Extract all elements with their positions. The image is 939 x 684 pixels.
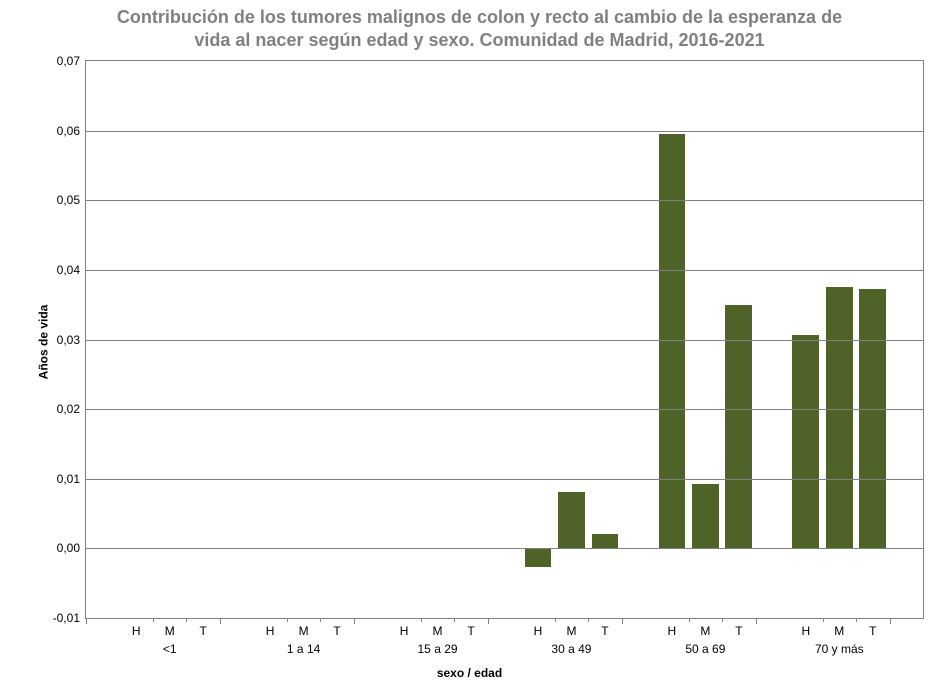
bar: [558, 492, 585, 548]
chart-title-line: vida al nacer según edad y sexo. Comunid…: [40, 29, 919, 52]
gridline: [86, 548, 923, 549]
x-group-label: 15 a 29: [418, 642, 458, 656]
x-sub-label: H: [534, 624, 543, 638]
x-sub-label: T: [333, 624, 340, 638]
x-sub-label: T: [200, 624, 207, 638]
x-major-tick: [756, 618, 757, 624]
x-sub-label: T: [467, 624, 474, 638]
chart-title-line: Contribución de los tumores malignos de …: [40, 6, 919, 29]
y-tick-label: 0,04: [57, 263, 80, 277]
plot-area: -0,010,000,010,020,030,040,050,060,07<1H…: [85, 60, 924, 619]
x-sub-label: M: [834, 624, 844, 638]
y-axis-label: Años de vida: [36, 305, 50, 380]
x-minor-tick: [588, 618, 589, 622]
bar: [692, 484, 719, 548]
x-sub-label: M: [566, 624, 576, 638]
y-tick-label: 0,05: [57, 193, 80, 207]
bar: [792, 335, 819, 549]
x-minor-tick: [856, 618, 857, 622]
bar: [525, 548, 552, 567]
x-minor-tick: [722, 618, 723, 622]
gridline: [86, 270, 923, 271]
x-minor-tick: [454, 618, 455, 622]
y-tick-label: -0,01: [53, 611, 80, 625]
gridline: [86, 479, 923, 480]
bar: [826, 287, 853, 549]
x-minor-tick: [823, 618, 824, 622]
x-minor-tick: [421, 618, 422, 622]
x-sub-label: H: [132, 624, 141, 638]
x-major-tick: [86, 618, 87, 624]
x-group-label: 70 y más: [815, 642, 864, 656]
bar: [725, 305, 752, 549]
bar: [592, 534, 619, 549]
x-axis-label: sexo / edad: [0, 666, 939, 680]
chart-container: Contribución de los tumores malignos de …: [0, 0, 939, 684]
x-sub-label: H: [801, 624, 810, 638]
bar: [859, 289, 886, 549]
x-minor-tick: [153, 618, 154, 622]
x-group-label: 50 a 69: [685, 642, 725, 656]
x-group-label: <1: [163, 642, 177, 656]
x-sub-label: H: [400, 624, 409, 638]
x-minor-tick: [320, 618, 321, 622]
x-sub-label: T: [869, 624, 876, 638]
x-sub-label: H: [668, 624, 677, 638]
x-minor-tick: [186, 618, 187, 622]
x-sub-label: M: [433, 624, 443, 638]
y-tick-label: 0,07: [57, 54, 80, 68]
y-tick-label: 0,03: [57, 333, 80, 347]
gridline: [86, 340, 923, 341]
x-sub-label: T: [601, 624, 608, 638]
x-minor-tick: [287, 618, 288, 622]
gridline: [86, 200, 923, 201]
x-sub-label: T: [735, 624, 742, 638]
x-major-tick: [890, 618, 891, 624]
x-group-label: 1 a 14: [287, 642, 320, 656]
x-sub-label: H: [266, 624, 275, 638]
y-tick-label: 0,01: [57, 472, 80, 486]
x-major-tick: [354, 618, 355, 624]
x-sub-label: M: [700, 624, 710, 638]
y-tick-label: 0,02: [57, 402, 80, 416]
bar: [659, 134, 686, 548]
x-minor-tick: [689, 618, 690, 622]
chart-title: Contribución de los tumores malignos de …: [40, 6, 919, 51]
x-sub-label: M: [299, 624, 309, 638]
gridline: [86, 409, 923, 410]
x-sub-label: M: [165, 624, 175, 638]
y-tick-label: 0,00: [57, 541, 80, 555]
gridline: [86, 131, 923, 132]
x-major-tick: [622, 618, 623, 624]
x-minor-tick: [555, 618, 556, 622]
x-major-tick: [220, 618, 221, 624]
x-group-label: 30 a 49: [551, 642, 591, 656]
x-major-tick: [488, 618, 489, 624]
y-tick-label: 0,06: [57, 124, 80, 138]
